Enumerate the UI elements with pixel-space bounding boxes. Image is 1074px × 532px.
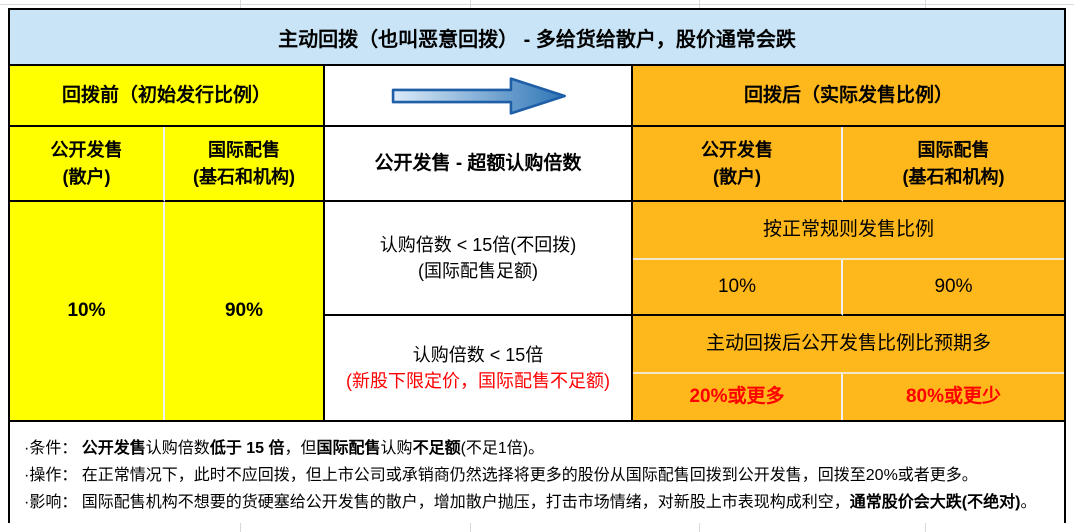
cell-after-header: 回拨后（实际发售比例） <box>633 66 1064 127</box>
cell-subscription-header: 公开发售 - 超额认购倍数 <box>325 127 633 202</box>
case-no-clawback-line1: 认购倍数 < 15倍(不回拨) <box>379 234 577 255</box>
cell-normal-rule-label: 按正常规则发售比例 <box>633 202 1064 260</box>
cell-before-header: 回拨前（初始发行比例） <box>10 66 325 127</box>
clawback-table: 主动回拨（也叫恶意回拨） - 多给货给散户，股价通常会跌 回拨前（初始发行比例） <box>8 8 1066 523</box>
before-intl-value-text: 90% <box>224 300 264 322</box>
after-public-line1: 公开发售 <box>701 140 773 161</box>
before-public-line2: (散户) <box>62 166 111 187</box>
cell-clawback-public-value: 20%或更多 <box>633 374 843 420</box>
before-header-text: 回拨前（初始发行比例） <box>61 84 271 106</box>
table-title: 主动回拨（也叫恶意回拨） - 多给货给散户，股价通常会跌 <box>10 10 1064 66</box>
worksheet-gridline <box>0 4 1074 5</box>
right-arrow-icon <box>325 66 631 125</box>
before-public-value-text: 10% <box>67 300 106 322</box>
cell-normal-intl-value: 90% <box>843 260 1064 316</box>
table-grid: 回拨前（初始发行比例） 回拨后（实际发售比 <box>10 66 1064 420</box>
clawback-intl-value-text: 80%或更少 <box>905 386 1002 408</box>
cell-normal-public-value: 10% <box>633 260 843 316</box>
after-intl-line2: (基石和机构) <box>902 166 1005 187</box>
cell-flow-arrow <box>325 66 633 127</box>
before-public-line1: 公开发售 <box>50 140 123 161</box>
clawback-label-text: 主动回拨后公开发售比例比预期多 <box>705 333 991 355</box>
normal-public-value-text: 10% <box>717 276 757 298</box>
clawback-public-value-text: 20%或更多 <box>689 386 785 408</box>
cell-clawback-label: 主动回拨后公开发售比例比预期多 <box>633 316 1064 374</box>
cell-after-intl-header: 国际配售 (基石和机构) <box>843 127 1064 202</box>
before-intl-line1: 国际配售 <box>208 140 280 161</box>
case-clawback-line2: (新股下限定价，国际配售不足额) <box>346 371 610 391</box>
before-intl-line2: (基石和机构) <box>193 166 295 187</box>
cell-before-public-value: 10% <box>10 202 165 420</box>
cell-before-intl-value: 90% <box>165 202 325 420</box>
note-condition: ·条件： 公开发售认购倍数低于 15 倍，但国际配售认购不足额(不足1倍)。 <box>24 440 545 457</box>
normal-intl-value-text: 90% <box>934 276 973 298</box>
case-no-clawback-line2: (国际配售足额) <box>418 261 538 281</box>
cell-after-public-header: 公开发售 (散户) <box>633 127 843 202</box>
normal-rule-label-text: 按正常规则发售比例 <box>762 219 934 241</box>
after-header-text: 回拨后（实际发售比例） <box>743 84 953 106</box>
after-intl-line1: 国际配售 <box>917 140 990 161</box>
table-title-text: 主动回拨（也叫恶意回拨） - 多给货给散户，股价通常会跌 <box>278 28 796 51</box>
subscription-header-text: 公开发售 - 超额认购倍数 <box>374 152 582 174</box>
cell-case-clawback: 认购倍数 < 15倍 (新股下限定价，国际配售不足额) <box>325 316 633 420</box>
cell-clawback-intl-value: 80%或更少 <box>843 374 1064 420</box>
cell-case-no-clawback: 认购倍数 < 15倍(不回拨) (国际配售足额) <box>325 202 633 316</box>
case-clawback-line1: 认购倍数 < 15倍 <box>412 344 544 365</box>
note-impact: ·影响： 国际配售机构不想要的货硬塞给公开发售的散户，增加散户抛压，打击市场情绪… <box>24 494 1037 511</box>
note-operation: ·操作： 在正常情况下，此时不应回拨，但上市公司或承销商仍然选择将更多的股份从国… <box>24 467 978 484</box>
footnotes-box: ·条件： 公开发售认购倍数低于 15 倍，但国际配售认购不足额(不足1倍)。 ·… <box>10 420 1064 523</box>
after-public-line2: (散户) <box>713 166 761 187</box>
cell-before-public-header: 公开发售 (散户) <box>10 127 165 202</box>
cell-before-intl-header: 国际配售 (基石和机构) <box>165 127 325 202</box>
